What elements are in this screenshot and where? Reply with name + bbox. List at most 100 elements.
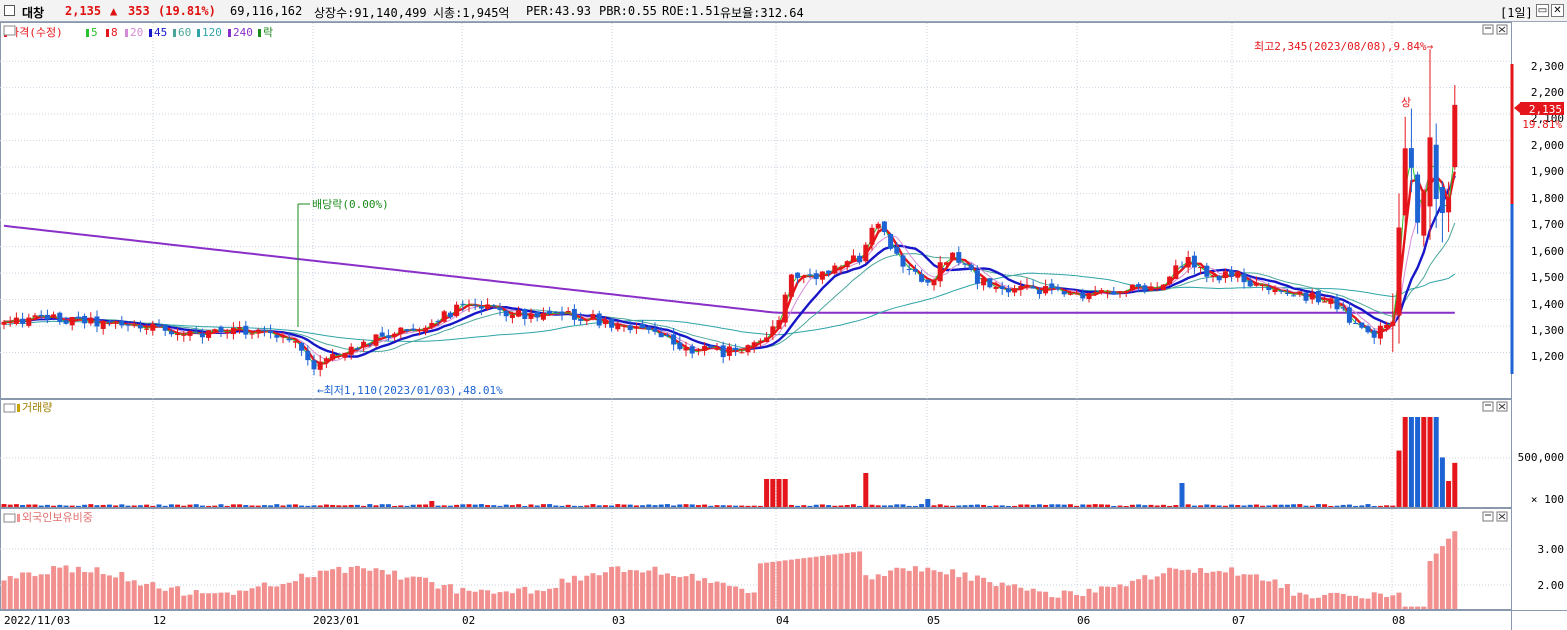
candle[interactable] [1167,275,1173,286]
candle[interactable] [478,300,484,316]
candle[interactable] [950,252,956,262]
candle[interactable] [206,329,212,341]
candle[interactable] [640,320,646,329]
candle[interactable] [720,341,726,364]
price-panel-minimize-button[interactable] [1482,24,1494,35]
candle[interactable] [664,333,670,338]
legend-ma120[interactable]: 120 [202,26,222,39]
candle[interactable] [330,349,336,362]
candle[interactable] [218,325,224,337]
candle[interactable] [261,326,267,337]
candle[interactable] [534,311,540,322]
candle[interactable] [813,269,819,286]
candle[interactable] [875,221,881,234]
candle[interactable] [150,320,156,336]
candle[interactable] [348,343,354,360]
legend-ma8[interactable]: 8 [111,26,118,39]
candle[interactable] [565,307,571,313]
candle[interactable] [993,281,999,293]
candle[interactable] [156,319,162,328]
candle[interactable] [633,322,639,334]
candle[interactable] [249,330,255,340]
candle[interactable] [1328,296,1334,309]
candle[interactable] [1185,250,1191,274]
candle[interactable] [807,268,813,279]
candle[interactable] [1067,290,1073,296]
candle[interactable] [981,276,987,291]
price-panel-checkbox[interactable] [3,25,16,36]
candle[interactable] [708,344,714,349]
candle[interactable] [1136,282,1142,293]
candle[interactable] [677,336,683,351]
candle[interactable] [44,309,50,324]
candle[interactable] [1018,280,1024,296]
candle[interactable] [193,326,199,334]
candle[interactable] [1446,181,1452,233]
candle[interactable] [38,310,44,319]
candle[interactable] [751,340,757,353]
candle[interactable] [299,342,305,356]
candle[interactable] [94,310,100,333]
candle[interactable] [7,316,13,327]
candle[interactable] [912,264,918,275]
candle[interactable] [596,310,602,329]
candle[interactable] [671,327,677,351]
candle[interactable] [63,316,69,325]
candle[interactable] [441,309,447,323]
candle[interactable] [1216,274,1222,284]
candle[interactable] [1005,284,1011,297]
candle[interactable] [51,311,57,319]
candle[interactable] [1439,181,1445,243]
candle[interactable] [776,316,782,330]
volume-panel-minimize-button[interactable] [1482,401,1494,412]
candle[interactable] [398,327,404,340]
legend-ma240[interactable]: 240 [233,26,253,39]
candle[interactable] [528,308,534,323]
legend-rak[interactable]: 락 [263,26,273,39]
candle[interactable] [144,324,150,335]
candle[interactable] [1284,288,1290,296]
candle[interactable] [894,242,900,256]
candle[interactable] [57,311,63,325]
candle[interactable] [88,312,94,326]
candle[interactable] [1074,289,1080,294]
candle[interactable] [522,308,528,326]
candle[interactable] [1278,289,1284,294]
candle[interactable] [702,342,708,356]
candle[interactable] [683,341,689,357]
candle[interactable] [367,343,373,348]
candle[interactable] [1173,259,1179,280]
candle[interactable] [590,309,596,321]
candle[interactable] [69,316,75,331]
candle[interactable] [726,343,732,361]
candle[interactable] [1049,278,1055,295]
candle[interactable] [497,302,503,316]
candle[interactable] [175,328,181,341]
candle[interactable] [1229,266,1235,282]
candle[interactable] [869,224,875,251]
candle[interactable] [187,329,193,341]
candle[interactable] [906,263,912,276]
candle[interactable] [999,281,1005,295]
candle[interactable] [1433,123,1439,229]
candle[interactable] [342,352,348,361]
candle[interactable] [113,321,119,329]
candle[interactable] [20,312,26,328]
candle[interactable] [1340,301,1346,312]
candle[interactable] [509,311,515,324]
candle[interactable] [627,321,633,334]
foreign-panel-minimize-button[interactable] [1482,511,1494,522]
candle[interactable] [1390,293,1396,352]
candle[interactable] [181,331,187,342]
candle[interactable] [826,270,832,277]
candle[interactable] [857,252,863,265]
candle[interactable] [1415,171,1421,234]
candle[interactable] [435,319,441,327]
candle[interactable] [392,331,398,342]
candle[interactable] [82,313,88,329]
stock-name[interactable]: 대창 [22,6,45,20]
candle[interactable] [361,339,367,352]
candle[interactable] [1222,268,1228,283]
candle[interactable] [212,328,218,332]
candle[interactable] [646,325,652,334]
